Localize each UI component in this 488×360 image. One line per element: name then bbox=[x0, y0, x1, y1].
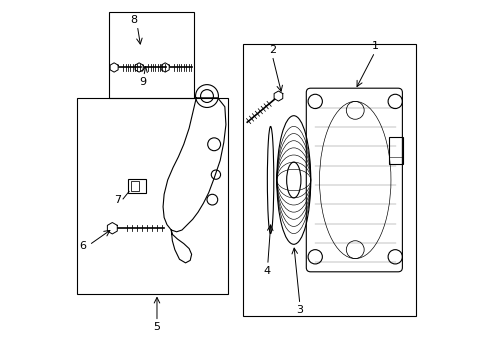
Text: 1: 1 bbox=[370, 41, 378, 51]
Text: 5: 5 bbox=[153, 322, 160, 332]
Text: 8: 8 bbox=[130, 15, 137, 25]
Text: 7: 7 bbox=[114, 195, 121, 204]
Text: 2: 2 bbox=[268, 45, 275, 55]
Bar bbox=[77, 98, 228, 294]
Bar bbox=[242, 44, 415, 316]
Text: 4: 4 bbox=[263, 266, 270, 276]
Text: 3: 3 bbox=[296, 305, 303, 315]
Text: 6: 6 bbox=[80, 241, 86, 251]
Bar bbox=[131, 181, 139, 192]
Text: 9: 9 bbox=[139, 77, 146, 87]
Bar bbox=[128, 179, 146, 193]
Bar bbox=[388, 137, 403, 164]
Bar bbox=[108, 12, 194, 98]
